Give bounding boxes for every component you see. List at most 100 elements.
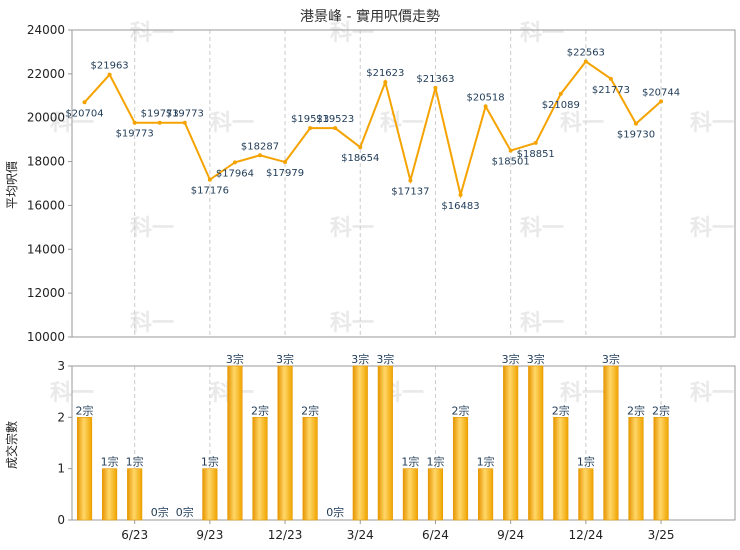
volume-y-tick-label: 0 xyxy=(57,513,65,527)
volume-bar-label: 2宗 xyxy=(251,403,269,417)
volume-y-tick-label: 1 xyxy=(57,462,65,476)
price-data-label: $21623 xyxy=(366,68,404,79)
price-y-tick-label: 18000 xyxy=(27,155,65,169)
watermark-text: 科一 xyxy=(330,21,374,46)
price-data-label: $19523 xyxy=(291,114,329,125)
price-point xyxy=(508,148,513,153)
price-data-label: $18287 xyxy=(241,141,279,152)
price-line-panel: 10000 12000 14000 16000 18000 20000 22000 24000… xyxy=(27,23,736,344)
volume-bar-label: 3宗 xyxy=(351,352,369,366)
watermark-text: 科一 xyxy=(130,216,174,241)
volume-bar-label: 2宗 xyxy=(652,403,670,417)
price-data-label: $17176 xyxy=(191,186,229,197)
price-point xyxy=(633,121,638,126)
price-point xyxy=(358,145,363,150)
price-point xyxy=(333,126,338,131)
price-point xyxy=(483,104,488,109)
volume-bar xyxy=(628,417,644,521)
x-tick-label: 6/24 xyxy=(422,528,449,542)
price-y-tick-label: 20000 xyxy=(27,111,65,125)
volume-bar xyxy=(102,468,118,521)
volume-bar-label: 1宗 xyxy=(101,455,119,469)
price-point xyxy=(232,160,237,165)
chart-title: 港景峰 - 實用呎價走勢 xyxy=(300,8,440,25)
volume-bar-label: 2宗 xyxy=(552,403,570,417)
price-point xyxy=(107,72,112,77)
price-y-tick-label: 10000 xyxy=(27,330,65,344)
price-point xyxy=(408,178,413,183)
price-data-label: $19730 xyxy=(617,130,655,141)
x-tick-label: 6/23 xyxy=(121,528,148,542)
volume-y-tick-label: 2 xyxy=(57,410,65,424)
price-point xyxy=(659,99,664,104)
volume-bar-label: 1宗 xyxy=(477,455,495,469)
price-point xyxy=(182,120,187,125)
volume-bar xyxy=(227,365,243,521)
volume-bar-label: 0宗 xyxy=(326,505,344,519)
price-point xyxy=(433,85,438,90)
volume-bar-label: 1宗 xyxy=(201,455,219,469)
volume-bar xyxy=(427,468,444,521)
volume-bar-label: 2宗 xyxy=(452,403,470,417)
volume-bar-label: 2宗 xyxy=(301,403,319,417)
price-point xyxy=(583,59,588,64)
price-point xyxy=(308,126,313,131)
watermark-text: 科一 xyxy=(130,311,174,336)
volume-bar xyxy=(503,365,519,521)
volume-bar-label: 2宗 xyxy=(76,403,94,417)
price-data-label: $17137 xyxy=(391,186,429,197)
price-y-tick-label: 24000 xyxy=(27,23,65,37)
watermark-text: 科一 xyxy=(380,111,424,136)
price-point xyxy=(558,91,563,96)
price-plot-frame xyxy=(71,29,736,338)
volume-bar-label: 3宗 xyxy=(226,352,244,366)
price-point xyxy=(283,160,288,165)
price-data-label: $19773 xyxy=(166,109,204,120)
price-point xyxy=(533,140,538,145)
price-data-label: $17979 xyxy=(266,168,304,179)
price-data-label: $21363 xyxy=(416,74,454,85)
x-tick-label: 3/25 xyxy=(648,528,675,542)
volume-bar xyxy=(478,468,494,521)
price-point xyxy=(207,177,212,182)
price-data-label: $19773 xyxy=(116,129,154,140)
price-data-label: $17964 xyxy=(216,168,254,179)
price-data-label: $20704 xyxy=(65,108,103,119)
volume-bar-label: 1宗 xyxy=(577,455,595,469)
price-y-tick-label: 22000 xyxy=(27,67,65,81)
volume-bar xyxy=(277,365,293,521)
watermark-text: 科一 xyxy=(690,216,734,241)
price-data-label: $19523 xyxy=(316,114,354,125)
price-point xyxy=(257,153,262,158)
watermark-text: 科一 xyxy=(210,111,254,136)
price-data-label: $20744 xyxy=(642,87,680,98)
price-point xyxy=(458,192,463,197)
volume-bar-label: 3宗 xyxy=(276,352,294,366)
price-y-tick-label: 14000 xyxy=(27,242,65,256)
volume-bar-label: 3宗 xyxy=(527,352,545,366)
volume-bar xyxy=(402,468,418,521)
price-y-tick-label: 16000 xyxy=(27,198,65,212)
volume-bar xyxy=(76,417,93,521)
volume-bar-label: 0宗 xyxy=(151,505,169,519)
watermark-text: 科一 xyxy=(520,216,564,241)
price-data-label: $21089 xyxy=(542,100,580,111)
price-data-label: $21963 xyxy=(91,61,129,72)
price-data-label: $19773 xyxy=(141,109,179,120)
price-data-label: $18654 xyxy=(341,153,379,164)
x-tick-label: 9/23 xyxy=(196,528,223,542)
volume-bar xyxy=(653,417,669,521)
volume-bar xyxy=(452,417,469,521)
volume-bar-label: 1宗 xyxy=(426,455,444,469)
volume-y-axis-label: 成交宗數 xyxy=(4,421,19,469)
price-y-axis-label: 平均呎價 xyxy=(5,161,19,209)
price-y-tick-label: 12000 xyxy=(27,286,65,300)
volume-bar xyxy=(202,468,218,521)
price-point xyxy=(132,120,137,125)
x-tick-label: 12/24 xyxy=(569,528,604,542)
watermark-text: 科一 xyxy=(520,311,564,336)
volume-bar xyxy=(603,365,619,521)
price-point xyxy=(82,100,87,105)
